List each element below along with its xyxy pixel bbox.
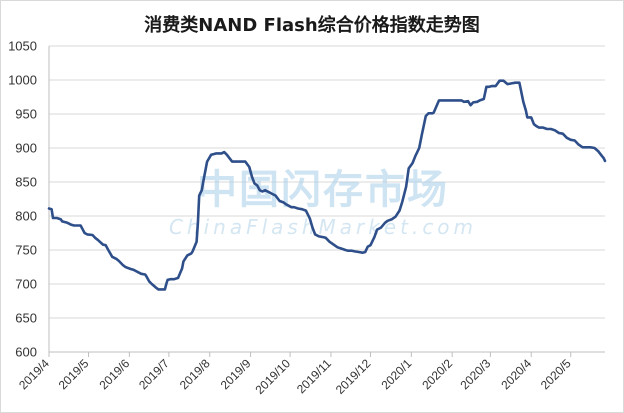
y-tick-label: 700 — [15, 277, 37, 292]
y-tick-label: 850 — [15, 175, 37, 190]
x-tick-label: 2019/7 — [136, 356, 172, 392]
y-tick-label: 1050 — [8, 39, 37, 54]
y-tick-label: 800 — [15, 209, 37, 224]
x-tick-label: 2020/1 — [378, 356, 414, 392]
y-axis-ticks: 600 650 700 750 800 850 900 950 1000 1050 — [8, 39, 37, 360]
y-tick-label: 900 — [15, 141, 37, 156]
x-tick-label: 2019/4 — [16, 356, 52, 392]
x-tick-label: 2019/10 — [253, 356, 294, 397]
axes — [48, 46, 605, 353]
x-tick-label: 2020/2 — [419, 356, 455, 392]
x-axis-ticks: 2019/4 2019/5 2019/6 2019/7 2019/8 2019/92019… — [16, 352, 574, 397]
x-tick-label: 2019/5 — [56, 356, 92, 392]
watermark: 中国闪存市场 ChinaFlashMarket.com — [169, 167, 477, 239]
y-tick-label: 650 — [15, 311, 37, 326]
x-tick-label: 2019/11 — [294, 356, 334, 396]
x-tick-label: 2020/5 — [538, 356, 574, 392]
series-line — [47, 79, 607, 291]
chart-title: 消费类NAND Flash综合价格指数走势图 — [144, 15, 480, 36]
y-tick-label: 750 — [15, 243, 37, 258]
series-group — [47, 79, 607, 291]
x-tick-label: 2019/8 — [177, 356, 213, 392]
x-tick-label: 2020/4 — [498, 356, 534, 392]
y-tick-label: 950 — [15, 107, 37, 122]
watermark-cn-text: 中国闪存市场 — [197, 167, 449, 213]
x-tick-label: 2019/6 — [97, 356, 133, 392]
x-tick-label: 2019/12 — [333, 356, 374, 397]
y-tick-label: 600 — [15, 345, 37, 360]
y-tick-label: 1000 — [8, 73, 37, 88]
x-tick-label: 2020/3 — [458, 356, 494, 392]
watermark-en-text: ChinaFlashMarket.com — [169, 215, 477, 239]
x-tick-label: 2019/9 — [218, 356, 254, 392]
